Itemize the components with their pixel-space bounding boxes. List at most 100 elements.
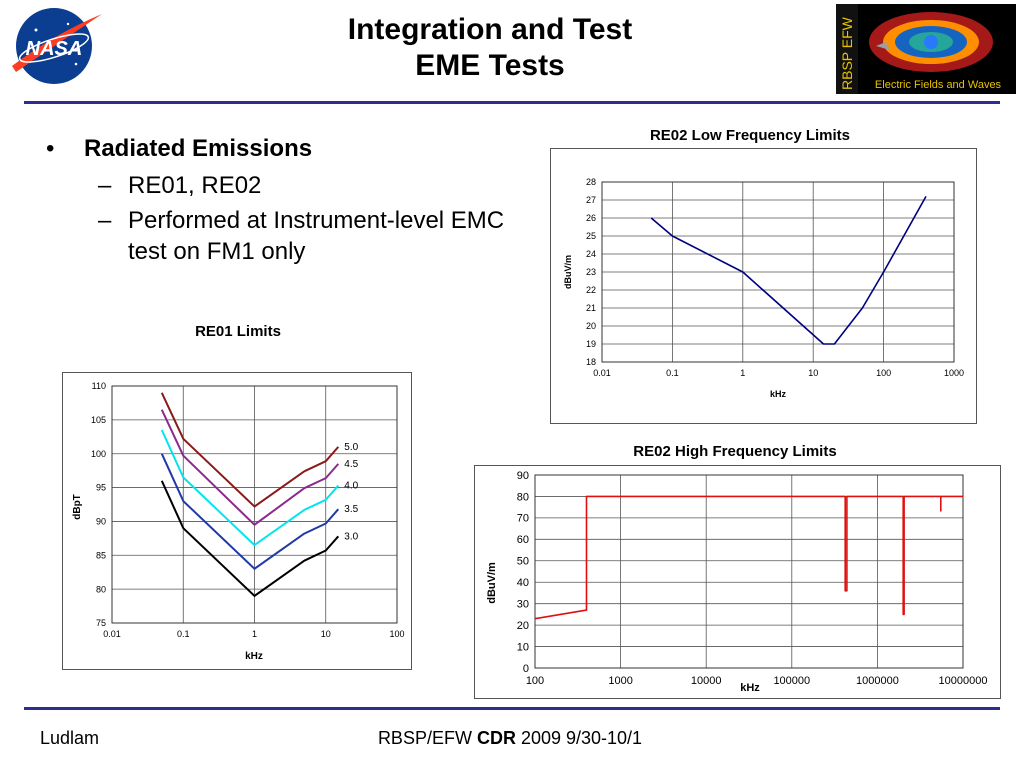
chart-frame [62, 372, 412, 670]
x-tick-label: 10000 [691, 675, 722, 687]
y-tick-label: 80 [96, 584, 106, 594]
y-tick-label: 25 [586, 231, 596, 241]
y-axis-label: dBuV/m [563, 255, 573, 289]
x-tick-label: 100 [389, 629, 404, 639]
plot-area [601, 181, 955, 363]
page-title: Integration and Test EME Tests [250, 12, 730, 84]
series-label: 3.5 [344, 504, 358, 515]
x-tick-label: 10000000 [939, 675, 988, 687]
x-tick-label: 1000 [608, 675, 632, 687]
x-tick-label: 0.01 [103, 629, 121, 639]
y-tick-label: 90 [517, 470, 529, 482]
x-tick-label: 0.1 [177, 629, 190, 639]
bullet-sub1-text: RE01, RE02 [128, 172, 262, 199]
x-tick-label: 100000 [773, 675, 810, 687]
x-tick-label: 1000 [944, 368, 964, 378]
y-tick-label: 28 [586, 177, 596, 187]
y-tick-label: 24 [586, 249, 596, 259]
chart-frame [550, 148, 977, 424]
y-tick-label: 40 [517, 577, 529, 589]
series-line [534, 495, 963, 620]
y-tick-label: 23 [586, 267, 596, 277]
bullet-dash-icon: – [98, 207, 112, 234]
plot-area [111, 385, 398, 624]
y-tick-label: 22 [586, 285, 596, 295]
y-tick-label: 75 [96, 618, 106, 628]
y-tick-label: 30 [517, 599, 529, 611]
y-tick-label: 100 [91, 449, 106, 459]
y-tick-label: 20 [586, 321, 596, 331]
x-axis-label: kHz [245, 651, 263, 662]
y-tick-label: 10 [517, 641, 529, 653]
series-line [160, 429, 340, 547]
efw-logo: RBSP EFW Electric Fields and Waves [836, 4, 1016, 99]
bullet-sub-item: – RE01, RE02 [40, 170, 540, 201]
nasa-logo-text: NASA [26, 38, 83, 60]
efw-logo-caption: Electric Fields and Waves [875, 79, 1002, 91]
y-tick-label: 26 [586, 213, 596, 223]
header-rule [24, 101, 1000, 104]
x-tick-label: 10 [808, 368, 818, 378]
bullet-sub-item: – Performed at Instrument-level EMC test… [40, 205, 540, 267]
bullet-list: • Radiated Emissions – RE01, RE02 – Perf… [40, 132, 540, 267]
re02-high-chart: 0 10 20 30 40 50 60 70 80 90 100 1000 10000 100000 100… [474, 465, 1001, 699]
efw-logo-vertical-text: RBSP EFW [839, 16, 855, 90]
footer-suffix: 2009 9/30-10/1 [515, 728, 643, 748]
bullet-main-text: Radiated Emissions [84, 135, 313, 162]
x-tick-label: 0.01 [593, 368, 611, 378]
y-axis-label: dBpT [72, 494, 83, 520]
y-tick-label: 70 [517, 513, 529, 525]
footer-author: Ludlam [40, 728, 100, 748]
series-line [650, 196, 927, 345]
y-tick-label: 20 [517, 620, 529, 632]
series-label: 3.0 [344, 531, 358, 542]
y-tick-label: 0 [523, 663, 529, 675]
bullet-dot-icon: • [46, 135, 55, 162]
x-tick-label: 0.1 [666, 368, 679, 378]
y-tick-label: 27 [586, 195, 596, 205]
footer-center: RBSP/EFW CDR 2009 9/30-10/1 [330, 728, 690, 749]
re02-low-chart-title: RE02 Low Frequency Limits [649, 127, 851, 144]
x-tick-label: 1 [252, 629, 257, 639]
x-tick-label: 100 [876, 368, 891, 378]
y-tick-label: 60 [517, 534, 529, 546]
y-tick-label: 95 [96, 483, 106, 493]
y-tick-label: 110 [92, 381, 106, 391]
y-tick-label: 50 [517, 556, 529, 568]
footer-rule [24, 707, 1000, 710]
x-tick-label: 1000000 [856, 675, 899, 687]
x-tick-label: 10 [321, 629, 331, 639]
y-axis-label: dBuV/m [486, 562, 498, 604]
nasa-logo: NASA [6, 4, 106, 93]
bullet-dash-icon: – [98, 172, 112, 199]
y-tick-label: 19 [586, 339, 596, 349]
series-line [160, 409, 340, 526]
y-tick-label: 21 [586, 303, 596, 313]
x-axis-label: kHz [770, 389, 787, 399]
footer-bold: CDR [476, 728, 516, 748]
y-tick-label: 85 [96, 550, 106, 560]
bullet-sub2-line2: test on FM1 only [128, 238, 306, 265]
x-axis-label: kHz [740, 682, 760, 694]
series-label: 4.0 [344, 481, 358, 492]
series-line [160, 480, 340, 597]
plot-area [534, 474, 964, 669]
x-tick-label: 100 [526, 675, 544, 687]
y-tick-label: 18 [586, 357, 596, 367]
y-tick-label: 90 [96, 517, 106, 527]
series-line [160, 453, 340, 570]
x-tick-label: 1 [740, 368, 745, 378]
series-line [160, 392, 340, 508]
bullet-sub2-line1: Performed at Instrument-level EMC [128, 207, 505, 234]
title-line-1: Integration and Test [347, 13, 633, 46]
series-label: 4.5 [344, 459, 358, 470]
y-tick-label: 80 [517, 491, 529, 503]
re01-chart-title: RE01 Limits [195, 323, 281, 340]
y-tick-label: 105 [91, 415, 106, 425]
bullet-item-main: • Radiated Emissions [40, 132, 540, 166]
title-line-2: EME Tests [415, 49, 565, 82]
footer-prefix: RBSP/EFW [377, 728, 477, 748]
series-label: 5.0 [344, 442, 358, 453]
